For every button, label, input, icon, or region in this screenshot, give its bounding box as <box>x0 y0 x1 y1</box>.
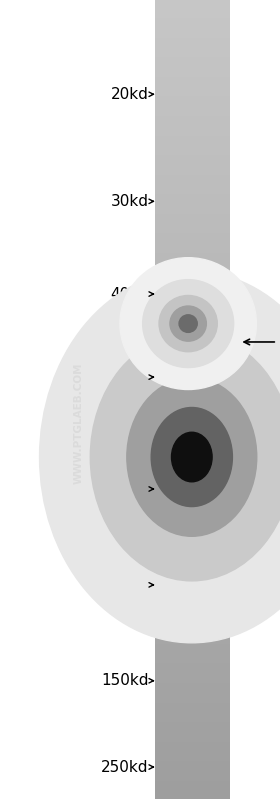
Ellipse shape <box>159 296 217 352</box>
Ellipse shape <box>120 257 256 390</box>
Ellipse shape <box>90 333 280 581</box>
Text: 30kd: 30kd <box>110 194 148 209</box>
Ellipse shape <box>39 271 280 642</box>
Text: 20kd: 20kd <box>111 87 148 101</box>
Text: 150kd: 150kd <box>101 674 148 688</box>
Ellipse shape <box>151 407 232 507</box>
Text: WWW.PTGLAEB.COM: WWW.PTGLAEB.COM <box>73 363 83 484</box>
Text: 70kd: 70kd <box>111 482 148 496</box>
Ellipse shape <box>171 432 212 482</box>
Text: 250kd: 250kd <box>101 760 148 774</box>
Text: 50kd: 50kd <box>111 370 148 384</box>
Ellipse shape <box>143 280 234 368</box>
Text: 100kd: 100kd <box>101 578 148 592</box>
Text: 40kd: 40kd <box>111 287 148 301</box>
Ellipse shape <box>127 378 257 536</box>
Ellipse shape <box>179 315 197 332</box>
Ellipse shape <box>170 306 206 341</box>
